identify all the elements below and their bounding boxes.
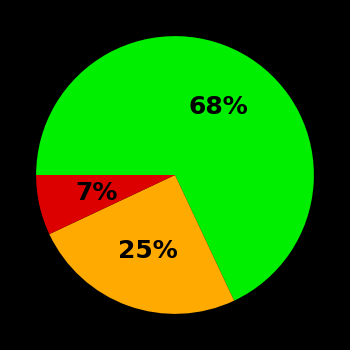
Wedge shape bbox=[49, 175, 234, 314]
Wedge shape bbox=[36, 175, 175, 234]
Wedge shape bbox=[36, 36, 314, 301]
Text: 68%: 68% bbox=[188, 95, 248, 119]
Text: 7%: 7% bbox=[75, 181, 118, 204]
Text: 25%: 25% bbox=[118, 239, 177, 263]
